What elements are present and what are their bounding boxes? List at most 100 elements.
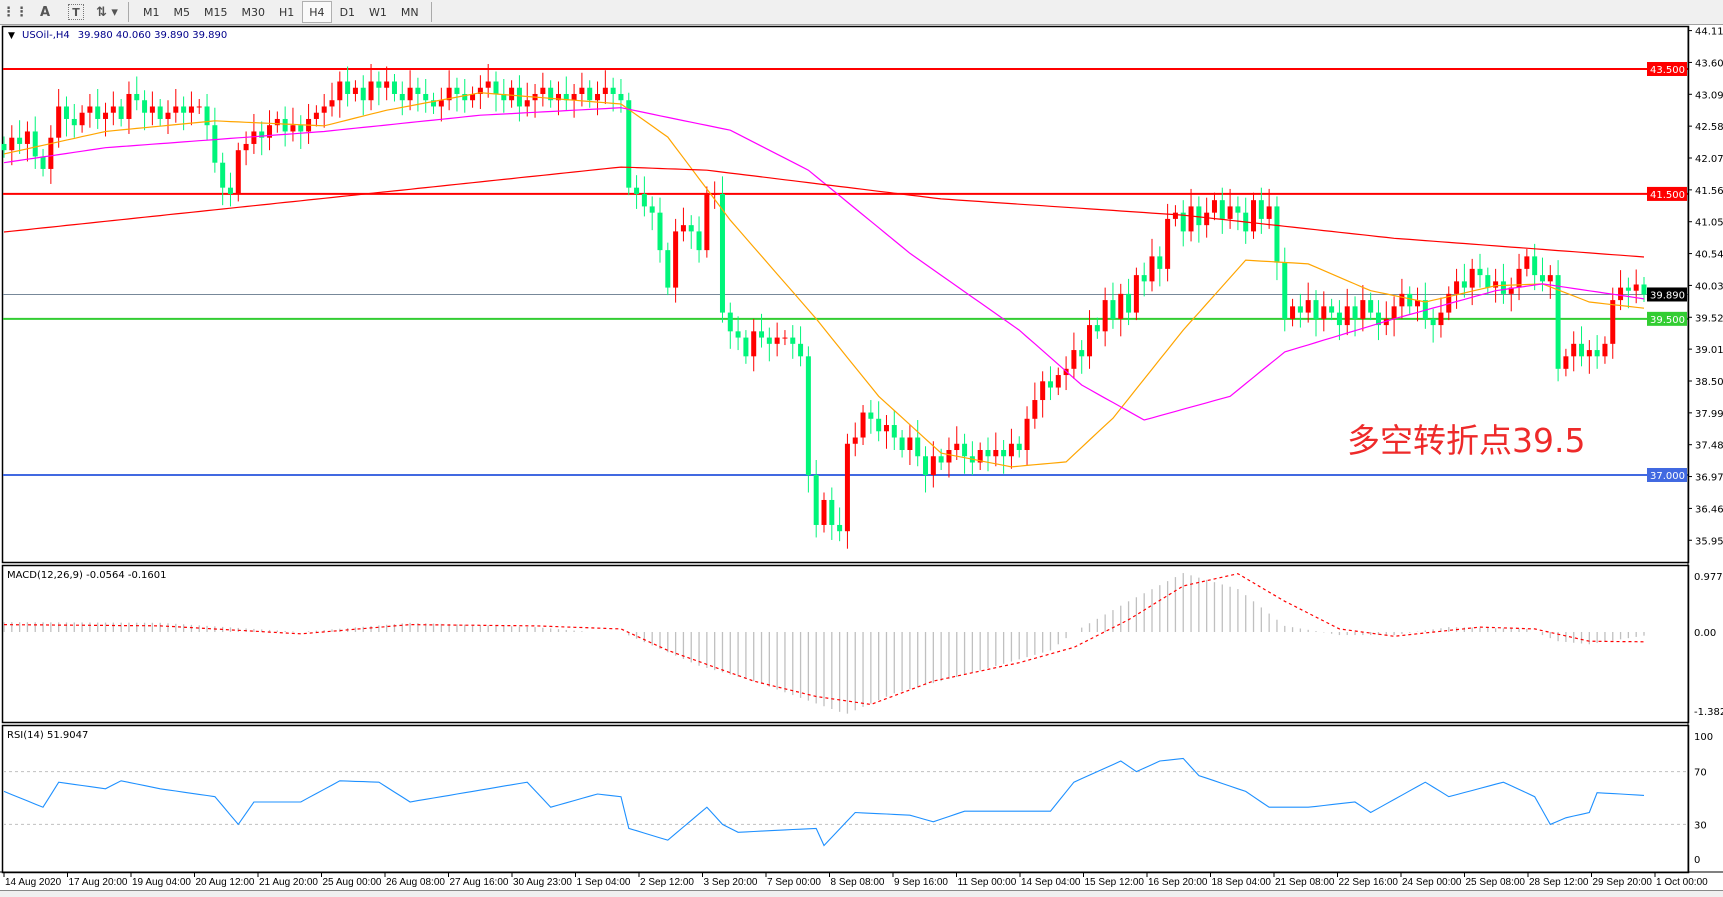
candle [165, 100, 171, 134]
candle-body [587, 87, 593, 101]
candle-body [735, 331, 741, 338]
time-tick-label: 30 Aug 23:00 [513, 877, 572, 888]
candle-body [641, 193, 647, 207]
candle-body [1219, 200, 1225, 219]
candle-body [1188, 206, 1194, 232]
timeframe-m5-button[interactable]: M5 [173, 5, 191, 19]
candle [1133, 267, 1139, 321]
price-tick-label: 39.525 [1695, 313, 1723, 324]
text-label-icon[interactable]: T [68, 4, 84, 20]
candle-body [1032, 400, 1038, 419]
dropdown-triangle-icon[interactable]: ▼ [8, 31, 15, 41]
candle-body [923, 456, 929, 475]
candle-body [1274, 206, 1280, 263]
candle [1625, 277, 1631, 309]
candle [1563, 348, 1569, 377]
candle [954, 426, 960, 460]
candle-body [87, 106, 93, 113]
candle [837, 507, 843, 542]
timeframe-d1-button[interactable]: D1 [339, 5, 356, 19]
candle [1375, 300, 1381, 341]
candle [876, 401, 882, 442]
candle-body [805, 356, 811, 475]
timeframe-h1-button[interactable]: H1 [279, 5, 295, 19]
candle-body [759, 331, 765, 338]
candle-body [837, 524, 843, 532]
candle-body [852, 437, 858, 444]
candle [915, 420, 921, 467]
candle [32, 116, 38, 169]
rsi-tick-label: 30 [1694, 820, 1707, 831]
candle-body [17, 137, 23, 144]
candle [1547, 265, 1553, 299]
candle [860, 405, 866, 446]
grid-icon[interactable]: ⋮⋮ [2, 4, 28, 20]
candle [134, 76, 140, 111]
candle-body [1532, 256, 1538, 276]
candle-body [993, 450, 999, 457]
candle-body [485, 81, 491, 88]
time-tick-label: 18 Sep 04:00 [1212, 877, 1272, 888]
candle [79, 105, 85, 133]
candle [227, 172, 233, 207]
candle-body [1149, 256, 1155, 282]
candle [204, 93, 210, 141]
candle [391, 73, 397, 102]
candle-body [813, 474, 819, 525]
candle [1258, 187, 1264, 234]
candle [821, 492, 827, 533]
candle-body [1508, 287, 1514, 294]
candle [712, 181, 718, 209]
candle [110, 91, 116, 126]
candle [1126, 278, 1132, 326]
chart-area[interactable]: 44.115 43.605 43.095 42.585 42.075 41.565 41.0… [0, 24, 1723, 890]
candle [376, 71, 382, 106]
time-tick-label: 16 Sep 20:00 [1148, 877, 1208, 888]
candle [493, 71, 499, 112]
price-tick-label: 40.545 [1695, 250, 1723, 261]
candle-body [829, 499, 835, 525]
text-a-icon[interactable]: A [39, 4, 51, 20]
candle [1461, 263, 1467, 298]
candle [680, 207, 686, 242]
candle [563, 76, 569, 111]
candle [1500, 263, 1506, 304]
timeframe-m15-button[interactable]: M15 [204, 5, 228, 19]
candle [1251, 192, 1257, 239]
time-tick-label: 2 Sep 12:00 [640, 877, 694, 888]
candle [1227, 188, 1233, 229]
timeframe-mn-button[interactable]: MN [400, 5, 419, 19]
timeframe-m30-button[interactable]: M30 [241, 5, 266, 19]
candle [48, 125, 54, 184]
candle [1532, 243, 1538, 291]
arrows-icon[interactable]: ⇅ ▾ [96, 4, 118, 20]
chart-header: USOil-,H4 39.980 40.060 39.890 39.890 [22, 30, 227, 41]
candle [1352, 296, 1358, 337]
time-tick-label: 22 Sep 16:00 [1339, 877, 1399, 888]
macd-tick-label: 0.9779 [1694, 572, 1723, 583]
time-tick-label: 9 Sep 16:00 [894, 877, 948, 888]
candle-body [548, 87, 554, 101]
candle [259, 121, 265, 156]
timeframe-m1-button[interactable]: M1 [143, 5, 160, 19]
candle [1321, 291, 1327, 332]
candle [1344, 288, 1350, 336]
candle [1586, 340, 1592, 374]
candle [126, 81, 132, 134]
candle [1087, 310, 1093, 369]
candle-body [1, 143, 7, 151]
candle-body [298, 125, 304, 132]
candle-body [235, 150, 241, 194]
candle [251, 113, 257, 154]
timeframe-w1-button[interactable]: W1 [369, 5, 387, 19]
candle-body [516, 87, 522, 107]
candle-body [1618, 287, 1624, 301]
candle-body [321, 106, 327, 113]
macd-tick-label: 0.00 [1694, 628, 1716, 639]
price-tick-label: 37.995 [1695, 409, 1723, 420]
candle [321, 93, 327, 128]
timeframe-h4-button[interactable]: H4 [302, 1, 332, 23]
time-tick-label: 1 Oct 00:00 [1656, 877, 1708, 888]
candle [1508, 277, 1514, 312]
candle [696, 216, 702, 263]
